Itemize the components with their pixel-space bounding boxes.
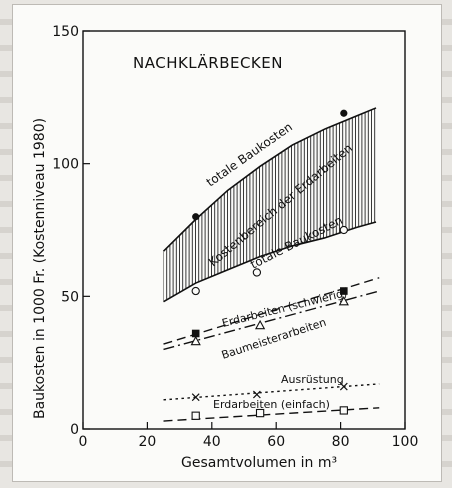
marker-cross	[191, 393, 200, 402]
chart-labels: NACHKLÄRBECKEN Gesamtvolumen in m³ Bauko…	[32, 53, 355, 471]
x-tick-label: 60	[267, 434, 285, 450]
data-markers	[190, 109, 349, 420]
x-tick-label: 100	[392, 434, 419, 450]
marker-open-circle	[252, 268, 262, 277]
marker-open-triangle	[254, 319, 266, 330]
y-axis-label: Baukosten in 1000 Fr. (Kostenniveau 1980…	[32, 118, 48, 419]
marker-cross	[339, 382, 348, 391]
series-line-3	[163, 290, 380, 351]
series-label-ausruestung: Ausrüstung	[281, 373, 344, 386]
series-line-0	[162, 107, 377, 252]
marker-cross-stroke	[252, 390, 261, 399]
x-axis-label: Gesamtvolumen in m³	[181, 455, 337, 471]
marker-cross	[252, 390, 261, 399]
series-label-erdarbeiten-einfach: Erdarbeiten (einfach)	[213, 398, 330, 411]
y-tick-label: 50	[61, 289, 79, 305]
marker-filled-square	[191, 329, 200, 338]
marker-cross-stroke	[339, 382, 348, 391]
marker-open-triangle	[190, 335, 201, 346]
x-tick-label: 40	[203, 434, 221, 450]
y-tick-label: 100	[52, 157, 79, 173]
marker-filled-square	[340, 287, 348, 295]
marker-open-circle	[339, 225, 348, 235]
marker-open-square	[255, 408, 265, 418]
marker-open-square	[339, 406, 348, 415]
figure-panel: 0 20 40 60 80 100 0 50 100 150 NACHKLÄRBECKEN Ges…	[12, 4, 442, 482]
chart-title: NACHKLÄRBECKEN	[133, 53, 283, 72]
y-tick-label: 150	[52, 24, 79, 40]
axes: 0 20 40 60 80 100 0 50 100 150	[52, 24, 418, 450]
x-tick-label: 20	[138, 434, 156, 450]
series-label-erdarbeiten-schwierig: Erdarbeiten (schwierig)	[221, 286, 349, 330]
x-tick-label: 80	[332, 434, 350, 450]
series-line-1	[163, 221, 377, 303]
marker-open-square	[191, 411, 200, 420]
marker-open-circle	[191, 286, 200, 296]
series-label-totale-upper: totale Baukosten	[204, 120, 295, 190]
plot-frame	[82, 30, 406, 430]
x-tick-label: 0	[79, 434, 88, 450]
marker-filled-circle	[340, 109, 348, 117]
marker-filled-circle	[192, 213, 200, 221]
y-tick-label: 0	[70, 422, 79, 438]
marker-cross-stroke	[191, 393, 200, 402]
marker-open-triangle	[338, 295, 349, 306]
chart: 0 20 40 60 80 100 0 50 100 150 NACHKLÄRBECKEN Ges…	[32, 24, 418, 471]
